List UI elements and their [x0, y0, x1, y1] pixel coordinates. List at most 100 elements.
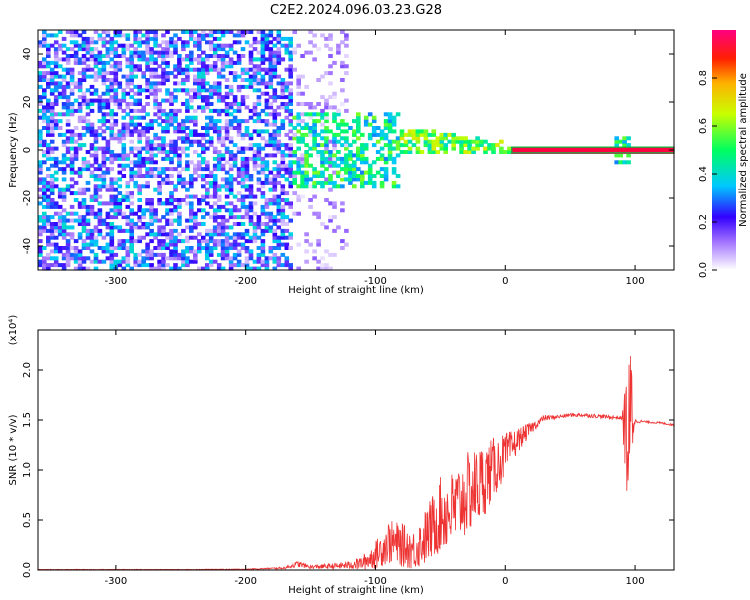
spectrogram-cell	[161, 228, 166, 233]
spectrogram-cell	[109, 88, 115, 93]
spectrogram-cell	[320, 115, 325, 120]
spectrogram-cell	[387, 129, 393, 134]
spectrogram-cell	[101, 71, 107, 76]
spectrogram-cell	[145, 143, 150, 148]
spectrogram-cell	[181, 102, 186, 106]
spectrogram-cell	[109, 36, 115, 41]
spectrogram-cell	[208, 84, 214, 89]
spectrogram-cell	[42, 143, 47, 148]
spectrogram-cell	[165, 235, 170, 240]
spectrogram-cell	[201, 177, 206, 182]
spectrogram-cell	[73, 146, 79, 151]
spectrogram-cell	[149, 71, 154, 76]
spectrogram-cell	[622, 143, 627, 148]
spectrogram-cell	[113, 74, 119, 79]
spectrogram-cell	[157, 174, 162, 178]
spectrogram-cell	[268, 215, 274, 220]
spectrogram-cell	[201, 60, 206, 65]
spectrogram-cell	[133, 84, 138, 89]
spectrogram-cell	[391, 184, 397, 189]
spectrogram-cell	[49, 78, 55, 82]
spectrogram-cell	[117, 177, 123, 182]
spectrogram-cell	[49, 242, 55, 247]
spectrogram-cell	[260, 50, 266, 55]
spectrogram-cell	[212, 242, 218, 247]
spectrogram-cell	[244, 215, 250, 220]
spectrogram-cell	[272, 122, 278, 127]
spectrogram-cell	[185, 91, 190, 96]
spectrogram-cell	[181, 167, 186, 172]
spectrogram-cell	[216, 57, 222, 62]
spectrogram-cell	[399, 143, 405, 148]
spectrogram-cell	[165, 115, 170, 120]
spectrogram-cell	[232, 98, 238, 103]
spectrogram-cell	[77, 115, 83, 120]
spectrogram-cell	[216, 129, 222, 134]
spectrogram-frame	[37, 29, 675, 271]
spectrogram-cell	[69, 132, 75, 137]
spectrogram-cell	[189, 67, 194, 72]
spectrogram-cell	[232, 239, 238, 244]
spectrogram-cell	[121, 143, 127, 148]
spectrogram-cell	[125, 129, 131, 134]
spectrogram-cell	[169, 218, 174, 223]
spectrogram-cell	[328, 156, 333, 161]
spectrogram-cell	[185, 225, 190, 230]
colorbar-gradient	[712, 30, 736, 270]
spectrogram-cell	[157, 239, 162, 244]
spectrogram-cell	[228, 208, 234, 213]
spectrogram-cell	[105, 225, 111, 230]
spectrogram-cell	[173, 208, 178, 213]
spectrogram-cell	[232, 252, 238, 257]
spectrogram-cell	[97, 132, 103, 137]
spectrogram-cell	[324, 266, 329, 271]
spectrogram-cell	[387, 150, 393, 154]
spectrogram-cell	[129, 150, 134, 154]
spectrogram-cell	[129, 74, 134, 79]
spectrogram-cell	[224, 119, 230, 124]
spectrogram-cell	[208, 102, 214, 106]
spectrogram-cell	[46, 167, 51, 172]
spectrogram-cell	[53, 222, 59, 226]
spectrogram-cell	[280, 211, 286, 216]
spectrogram-cell	[280, 122, 286, 127]
spectrogram-cell	[149, 36, 154, 41]
spectrogram-cell	[356, 146, 361, 151]
spectrogram-cell	[324, 126, 329, 130]
spectrogram-cell	[53, 204, 59, 209]
spectrogram-cell	[69, 225, 75, 230]
spectrogram-cell	[73, 84, 79, 89]
spectrogram-cell	[101, 160, 107, 165]
colorbar-tick-label: 0.6	[698, 118, 709, 134]
spectrogram-cell	[141, 115, 146, 120]
spectrogram-cell	[228, 201, 234, 206]
spectrogram-cell	[272, 167, 278, 172]
spectrogram-cell	[340, 64, 345, 69]
spectrogram-cell	[85, 242, 91, 247]
spectrogram-cell	[232, 102, 238, 106]
spectrogram-cell	[117, 163, 123, 168]
spectrogram-cell	[97, 146, 103, 151]
spectrogram-cell	[395, 136, 401, 141]
spectrogram-cell	[284, 256, 290, 261]
spectrogram-cell	[288, 112, 293, 117]
colorbar-tick-label: 0.2	[698, 214, 709, 230]
spectrogram-cell	[113, 50, 119, 55]
spectrogram-cell	[201, 88, 206, 93]
spectrogram-cell	[244, 146, 250, 151]
spectrogram-cell	[383, 177, 389, 182]
spectrogram-cell	[189, 139, 194, 144]
spectrogram-cell	[113, 95, 119, 100]
spectrogram-cell	[141, 40, 146, 45]
spectrogram-cell	[117, 242, 123, 247]
spectrogram-cell	[288, 57, 293, 62]
spectrogram-cell	[81, 78, 87, 82]
spectrogram-cell	[212, 177, 218, 182]
spectrogram-cell	[300, 132, 305, 137]
spectrogram-cell	[137, 160, 142, 165]
spectrogram-cell	[308, 112, 313, 117]
spectrogram-cell	[177, 256, 182, 261]
spectrogram-cell	[38, 129, 43, 134]
spectrogram-cell	[165, 242, 170, 247]
spectrogram-cell	[332, 139, 337, 144]
